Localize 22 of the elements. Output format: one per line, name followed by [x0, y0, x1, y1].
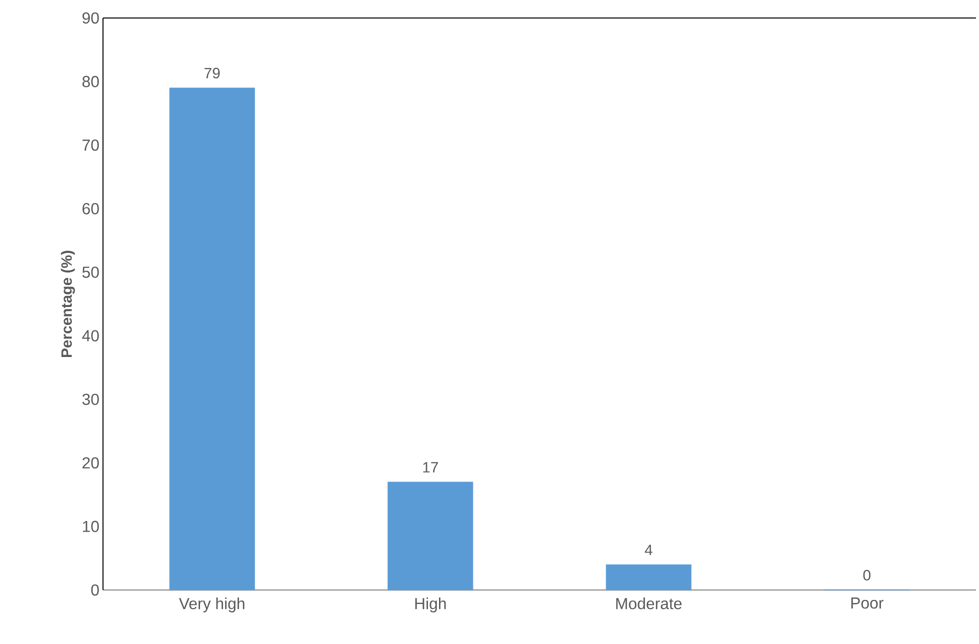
- y-tick-label: 0: [91, 584, 99, 596]
- x-tick-label: Moderate: [616, 598, 682, 610]
- x-tick-label: High: [415, 598, 446, 612]
- y-tick-label: 80: [82, 76, 99, 88]
- data-label: 79: [204, 68, 220, 78]
- x-tick-label: Very high: [178, 598, 244, 612]
- data-label: 0: [863, 570, 870, 580]
- y-tick-label: 70: [82, 139, 99, 151]
- y-tick-label: 30: [82, 394, 99, 405]
- bar: [388, 482, 474, 590]
- y-tick-label: 60: [82, 203, 99, 214]
- data-label: 4: [644, 544, 652, 556]
- bar: [606, 564, 692, 590]
- data-label: 17: [423, 462, 438, 472]
- y-axis-title: Percentage (%): [60, 250, 75, 357]
- bar: [169, 88, 255, 590]
- x-tick-label: Poor: [851, 598, 884, 609]
- y-tick-label: 50: [82, 266, 99, 278]
- y-tick-label: 20: [82, 457, 99, 469]
- y-tick-label: 40: [82, 330, 99, 342]
- y-tick-label: 10: [82, 520, 99, 532]
- y-tick-label: 90: [82, 12, 99, 24]
